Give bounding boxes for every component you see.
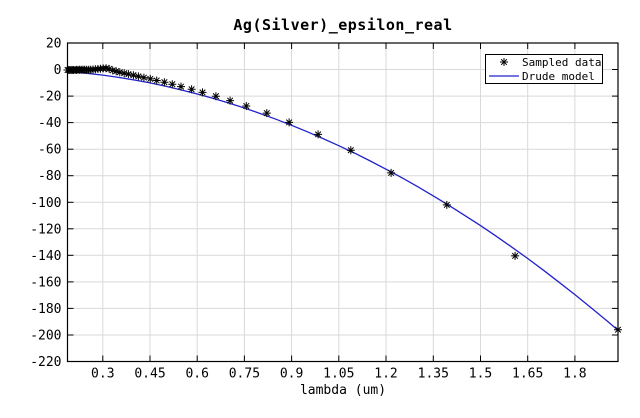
svg-text:0.3: 0.3 [91,367,114,382]
asterisk-marker [120,69,129,78]
svg-text:-60: -60 [38,143,61,158]
svg-text:-80: -80 [38,169,61,184]
asterisk-marker [614,325,622,334]
legend-label-drude-model: Drude model [522,69,595,83]
legend-row-sampled-data: Sampled data [486,55,602,69]
asterisk-marker [177,82,185,91]
asterisk-marker [152,76,161,85]
line-sample-icon [486,70,522,82]
svg-text:-120: -120 [30,222,61,237]
asterisk-marker [129,71,138,80]
tick-marks [67,43,618,362]
asterisk-marker [160,78,169,87]
asterisk-marker-icon [486,56,522,68]
svg-text:-180: -180 [30,302,61,317]
asterisk-marker [242,102,251,110]
svg-text:1.35: 1.35 [418,367,449,382]
svg-text:0.6: 0.6 [185,367,208,382]
asterisk-marker [124,70,133,79]
asterisk-marker [211,92,220,101]
svg-text:20: 20 [46,37,62,52]
svg-text:0.75: 0.75 [229,367,260,382]
asterisk-marker [198,88,207,97]
svg-text:0.9: 0.9 [280,367,303,382]
legend-label-sampled-data: Sampled data [522,55,602,69]
svg-text:0.45: 0.45 [134,367,165,382]
asterisk-marker [314,130,323,139]
svg-text:-160: -160 [30,275,61,290]
asterisk-marker [102,64,111,73]
sampled-data-markers [63,64,622,334]
svg-text:-140: -140 [30,249,61,264]
svg-text:0: 0 [54,63,62,78]
asterisk-marker [262,109,271,118]
asterisk-marker [387,168,396,177]
asterisk-marker [108,66,117,75]
asterisk-marker [112,67,121,76]
svg-text:1.05: 1.05 [323,367,354,382]
asterisk-marker [511,251,520,260]
asterisk-marker [105,64,114,73]
y-tick-labels: 20 0 -20 -40 -60 -80 -100 -120 -140 -160 -180 -200 -… [30,37,61,371]
svg-text:1.2: 1.2 [374,367,397,382]
svg-text:-100: -100 [30,196,61,211]
x-tick-labels: 0.3 0.45 0.6 0.75 0.9 1.05 1.2 1.35 1.5 1.65 1.8 [91,367,587,382]
asterisk-marker [146,74,155,83]
legend-row-drude-model: Drude model [486,69,602,83]
x-axis-label: lambda (um) [299,383,387,398]
asterisk-marker [346,146,355,155]
asterisk-marker [168,80,177,89]
asterisk-marker [134,72,143,81]
asterisk-marker [139,73,148,82]
svg-text:-40: -40 [38,116,61,131]
asterisk-marker [187,85,196,94]
svg-text:-200: -200 [30,329,61,344]
asterisk-marker [115,68,124,77]
svg-text:-20: -20 [38,90,61,105]
gridlines [67,43,618,362]
asterisk-marker [226,96,235,105]
svg-text:1.5: 1.5 [469,367,492,382]
drude-model-line [67,70,619,331]
chart-title: Ag(Silver)_epsilon_real [233,16,453,34]
svg-text:1.8: 1.8 [563,367,586,382]
asterisk-marker [285,118,294,127]
legend: Sampled data Drude model [485,54,603,84]
asterisk-marker [442,200,451,209]
svg-text:-220: -220 [30,355,61,370]
svg-text:1.65: 1.65 [512,367,543,382]
